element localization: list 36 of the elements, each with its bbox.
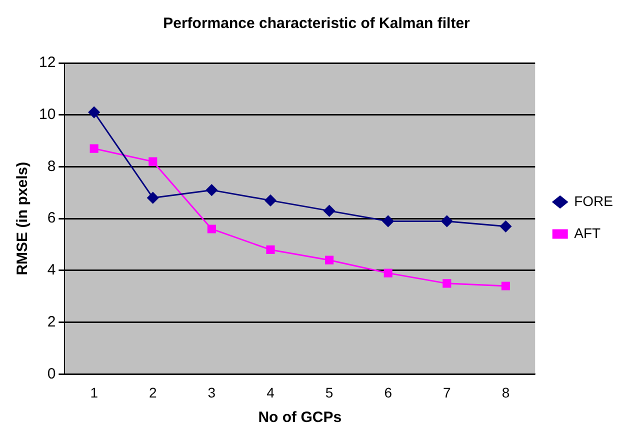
y-tick-label: 8 xyxy=(47,158,56,175)
point xyxy=(500,220,512,232)
x-tick-label: 6 xyxy=(384,384,392,400)
chart-title: Performance characteristic of Kalman filter xyxy=(163,15,470,32)
y-tick-label: 6 xyxy=(47,210,56,227)
x-tick-label: 5 xyxy=(325,384,334,400)
point xyxy=(384,268,392,278)
x-tick-label: 4 xyxy=(266,384,275,400)
point xyxy=(324,205,336,217)
x-tick-label: 7 xyxy=(443,384,452,400)
point xyxy=(382,215,394,227)
point xyxy=(147,192,159,204)
x-tick-label: 2 xyxy=(148,384,157,400)
point xyxy=(207,224,216,234)
point xyxy=(264,194,276,206)
y-tick-label: 4 xyxy=(47,262,56,279)
legend-label: FORE xyxy=(574,192,613,209)
y-tick-label: 2 xyxy=(47,313,56,330)
point xyxy=(90,144,98,153)
point xyxy=(501,282,510,290)
legend-label: AFT xyxy=(574,224,601,241)
x-tick-label: 1 xyxy=(90,384,98,400)
y-tick-label: 12 xyxy=(38,54,56,72)
point xyxy=(88,106,100,118)
point xyxy=(442,279,452,288)
x-tick-label: 8 xyxy=(502,384,510,400)
point xyxy=(441,215,453,227)
x-tick-label: 3 xyxy=(208,384,216,400)
point xyxy=(266,245,275,254)
point xyxy=(148,157,158,166)
y-tick-label: 0 xyxy=(47,365,56,382)
y-tick-label: 10 xyxy=(38,106,56,124)
y-axis-title: RMSE (in pxels) xyxy=(14,162,32,276)
point xyxy=(206,184,218,196)
x-axis-title: No of GCPs xyxy=(258,409,342,426)
point xyxy=(325,256,334,264)
